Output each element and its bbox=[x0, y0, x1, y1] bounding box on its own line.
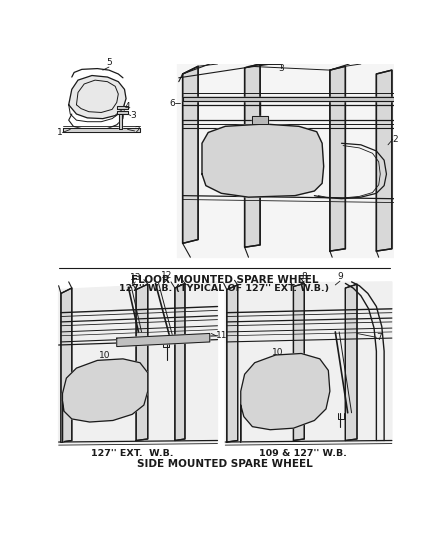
Text: 9: 9 bbox=[337, 272, 343, 281]
Text: 3: 3 bbox=[278, 64, 284, 73]
Polygon shape bbox=[63, 359, 148, 442]
Text: 10: 10 bbox=[99, 351, 111, 360]
Text: 6: 6 bbox=[169, 99, 175, 108]
Polygon shape bbox=[241, 353, 330, 442]
Text: 2: 2 bbox=[134, 126, 140, 135]
Polygon shape bbox=[293, 284, 304, 440]
Polygon shape bbox=[117, 111, 128, 114]
Text: 127'' W.B. (TYPICAL OF 127'' EXT. W.B.): 127'' W.B. (TYPICAL OF 127'' EXT. W.B.) bbox=[120, 284, 329, 293]
Polygon shape bbox=[136, 284, 148, 440]
Polygon shape bbox=[69, 76, 126, 119]
Polygon shape bbox=[245, 64, 260, 247]
Text: 5: 5 bbox=[106, 58, 112, 67]
Polygon shape bbox=[177, 64, 394, 257]
Polygon shape bbox=[61, 288, 72, 442]
Polygon shape bbox=[346, 284, 357, 440]
Text: 127'' EXT.  W.B.: 127'' EXT. W.B. bbox=[91, 449, 173, 458]
Polygon shape bbox=[175, 284, 185, 440]
Polygon shape bbox=[376, 70, 392, 251]
Polygon shape bbox=[63, 128, 140, 132]
Text: 13: 13 bbox=[130, 273, 141, 282]
Polygon shape bbox=[117, 106, 128, 109]
Polygon shape bbox=[117, 334, 210, 346]
Text: 2: 2 bbox=[392, 135, 398, 144]
Text: 109 & 127'' W.B.: 109 & 127'' W.B. bbox=[259, 449, 347, 458]
Text: 10: 10 bbox=[262, 127, 274, 136]
Polygon shape bbox=[225, 282, 392, 443]
Text: 1: 1 bbox=[57, 128, 63, 137]
Text: 10: 10 bbox=[272, 348, 284, 357]
Text: 3: 3 bbox=[131, 111, 137, 120]
Text: 11: 11 bbox=[216, 332, 227, 340]
Polygon shape bbox=[183, 97, 394, 101]
Polygon shape bbox=[119, 114, 122, 130]
Text: 4: 4 bbox=[124, 102, 130, 111]
Polygon shape bbox=[183, 66, 198, 244]
Polygon shape bbox=[59, 282, 218, 443]
Polygon shape bbox=[252, 116, 268, 124]
Text: SIDE MOUNTED SPARE WHEEL: SIDE MOUNTED SPARE WHEEL bbox=[137, 458, 312, 469]
Polygon shape bbox=[202, 124, 324, 197]
Text: 12: 12 bbox=[162, 271, 173, 280]
Text: 8: 8 bbox=[301, 272, 307, 281]
Polygon shape bbox=[330, 66, 346, 251]
Polygon shape bbox=[227, 285, 238, 442]
Text: 7: 7 bbox=[376, 333, 382, 342]
Text: FLOOR MOUNTED SPARE WHEEL: FLOOR MOUNTED SPARE WHEEL bbox=[131, 276, 318, 285]
